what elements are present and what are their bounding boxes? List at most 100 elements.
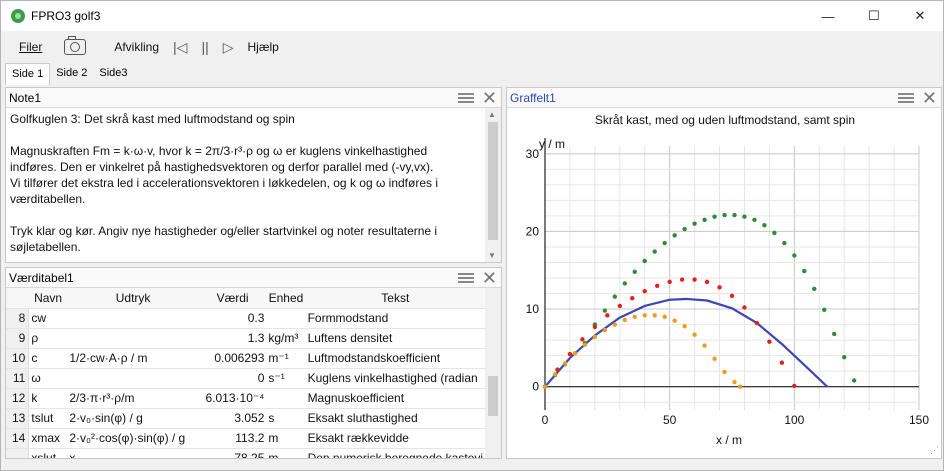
row-udtryk[interactable] [67, 328, 199, 349]
close-icon[interactable]: ✕ [921, 87, 937, 108]
row-navn[interactable]: c [28, 348, 68, 369]
note-line: værditabellen. [10, 192, 86, 206]
window-title: FPRO3 golf3 [31, 9, 101, 23]
row-udtryk[interactable] [67, 308, 199, 329]
row-tekst[interactable]: Den numerisk beregnede kastevi [305, 448, 485, 458]
minimize-button[interactable]: — [821, 8, 835, 24]
data-point [672, 318, 677, 323]
row-navn[interactable]: ω [28, 368, 68, 389]
row-vaerdi[interactable]: 6.013·10⁻⁴ [198, 388, 267, 409]
col-header-enhed[interactable]: Enhed [266, 288, 306, 309]
menu-filer[interactable]: Filer [19, 40, 43, 54]
menu-hjaelp[interactable]: Hjælp [247, 40, 279, 54]
row-tekst[interactable]: Formmodstand [305, 308, 485, 329]
row-enhed[interactable]: s [266, 408, 306, 429]
data-point [742, 214, 747, 219]
table-row[interactable]: 11 ω 0 s⁻¹ Kuglens vinkelhastighed (radian [6, 368, 485, 389]
y-tick-label: 0 [532, 380, 539, 394]
row-navn[interactable]: tslut [28, 408, 68, 429]
step-back-icon[interactable]: |◁ [173, 38, 188, 55]
table-row[interactable]: 14 xmax 2·v₀²·cos(φ)·sin(φ) / g 113.2 m Eksak… [6, 428, 485, 449]
data-point [851, 378, 857, 383]
row-udtryk[interactable]: 1/2·cw·A·ρ / m [67, 348, 199, 369]
data-point [662, 314, 667, 320]
row-vaerdi[interactable]: 78.25 [198, 448, 267, 458]
row-tekst[interactable]: Eksakt rækkevidde [305, 428, 485, 449]
scroll-up-icon[interactable]: ▲ [488, 110, 496, 119]
row-tekst[interactable]: Luftmodstandskoefficient [305, 348, 485, 369]
row-tekst[interactable]: Magnuskoefficient [305, 388, 485, 409]
row-tekst[interactable]: Luftens densitet [305, 328, 485, 349]
menu-icon[interactable] [897, 92, 914, 103]
close-button[interactable]: ✕ [914, 8, 926, 23]
value-table-panel: Værditabel1 ✕ Navn Udtryk Værdi Enhed Te… [5, 267, 502, 459]
col-header-navn[interactable]: Navn [28, 288, 68, 309]
table-row[interactable]: xslut x 78.25 m Den numerisk beregnede kaste… [6, 448, 485, 458]
close-icon[interactable]: ✕ [481, 87, 497, 108]
tab-side-2[interactable]: Side 2 [56, 67, 88, 79]
row-enhed[interactable]: m⁻¹ [266, 348, 306, 369]
scroll-thumb[interactable] [488, 376, 498, 416]
maximize-button[interactable]: ☐ [868, 8, 880, 23]
camera-icon[interactable] [64, 36, 87, 55]
table-row[interactable]: 9 ρ 1.3 kg/m³ Luftens densitet [6, 328, 485, 349]
row-navn[interactable]: xslut [28, 448, 68, 458]
row-vaerdi[interactable]: 113.2 [198, 428, 267, 449]
col-header-udtryk[interactable]: Udtryk [67, 288, 199, 309]
row-index [6, 448, 30, 458]
table-row[interactable]: 12 k 2/3·π·r³·ρ/m 6.013·10⁻⁴ Magnuskoefficie… [6, 388, 485, 409]
row-tekst[interactable]: Eksakt sluthastighed [305, 408, 485, 429]
play-icon[interactable]: ▷ [222, 38, 234, 55]
menu-icon[interactable] [457, 92, 474, 103]
menu-afvikling[interactable]: Afvikling [114, 40, 160, 54]
row-enhed[interactable] [266, 308, 306, 329]
row-enhed[interactable]: m [266, 428, 306, 449]
data-point [772, 230, 777, 236]
row-enhed[interactable]: kg/m³ [266, 328, 306, 349]
tab-side-3[interactable]: Side3 [99, 67, 128, 79]
col-header-vaerdi[interactable]: Værdi [198, 288, 267, 309]
row-enhed[interactable] [266, 388, 306, 409]
tab-side-1[interactable]: Side 1 [5, 63, 51, 85]
data-point [754, 320, 760, 326]
row-udtryk[interactable] [67, 368, 199, 389]
row-enhed[interactable]: s⁻¹ [266, 368, 306, 389]
col-header-tekst[interactable]: Tekst [305, 288, 485, 309]
row-udtryk[interactable]: 2·v₀²·cos(φ)·sin(φ) / g [67, 428, 199, 449]
trajectory-chart[interactable]: Skråt kast, med og uden luftmodstand, sa… [507, 108, 941, 458]
table-scrollbar[interactable] [485, 288, 501, 458]
row-navn[interactable]: cw [28, 308, 68, 329]
row-vaerdi[interactable]: 0 [198, 368, 267, 389]
row-navn[interactable]: ρ [28, 328, 68, 349]
data-point [702, 343, 707, 348]
row-vaerdi[interactable]: 0.006293 [198, 348, 267, 369]
data-point [692, 221, 697, 226]
pause-icon[interactable]: || [201, 39, 209, 55]
table-row[interactable]: 8 cw 0.3 Formmodstand [6, 308, 485, 329]
scroll-thumb[interactable] [488, 122, 498, 240]
data-point [592, 324, 598, 330]
table-panel-header: Værditabel1 ✕ [6, 268, 501, 288]
row-navn[interactable]: k [28, 388, 68, 409]
row-vaerdi[interactable]: 1.3 [198, 328, 267, 349]
table-row[interactable]: 13 tslut 2·v₀·sin(φ) / g 3.052 s Eksakt sluth… [6, 408, 485, 429]
row-enhed[interactable]: m [266, 448, 306, 458]
x-tick-label: 150 [909, 413, 929, 427]
row-udtryk[interactable]: x [67, 448, 199, 458]
table-row[interactable]: 10 c 1/2·cw·A·ρ / m 0.006293 m⁻¹ Luftmodstand… [6, 348, 485, 369]
note-scrollbar[interactable]: ▲ ▼ [485, 108, 501, 262]
app-logo-icon [11, 9, 25, 23]
resize-grip-icon[interactable]: ⋰ [930, 445, 939, 455]
row-tekst[interactable]: Kuglens vinkelhastighed (radian [305, 368, 485, 389]
row-navn[interactable]: xmax [28, 428, 68, 449]
row-udtryk[interactable]: 2·v₀·sin(φ) / g [67, 408, 199, 429]
row-vaerdi[interactable]: 3.052 [198, 408, 267, 429]
row-vaerdi[interactable]: 0.3 [198, 308, 267, 329]
graph-panel-header: Graffelt1 ✕ [507, 88, 941, 108]
menu-icon[interactable] [457, 272, 474, 283]
scroll-down-icon[interactable]: ▼ [488, 251, 496, 260]
close-icon[interactable]: ✕ [481, 267, 497, 288]
note-text[interactable]: Golfkuglen 3: Det skrå kast med luftmods… [6, 108, 485, 262]
row-udtryk[interactable]: 2/3·π·r³·ρ/m [67, 388, 199, 409]
